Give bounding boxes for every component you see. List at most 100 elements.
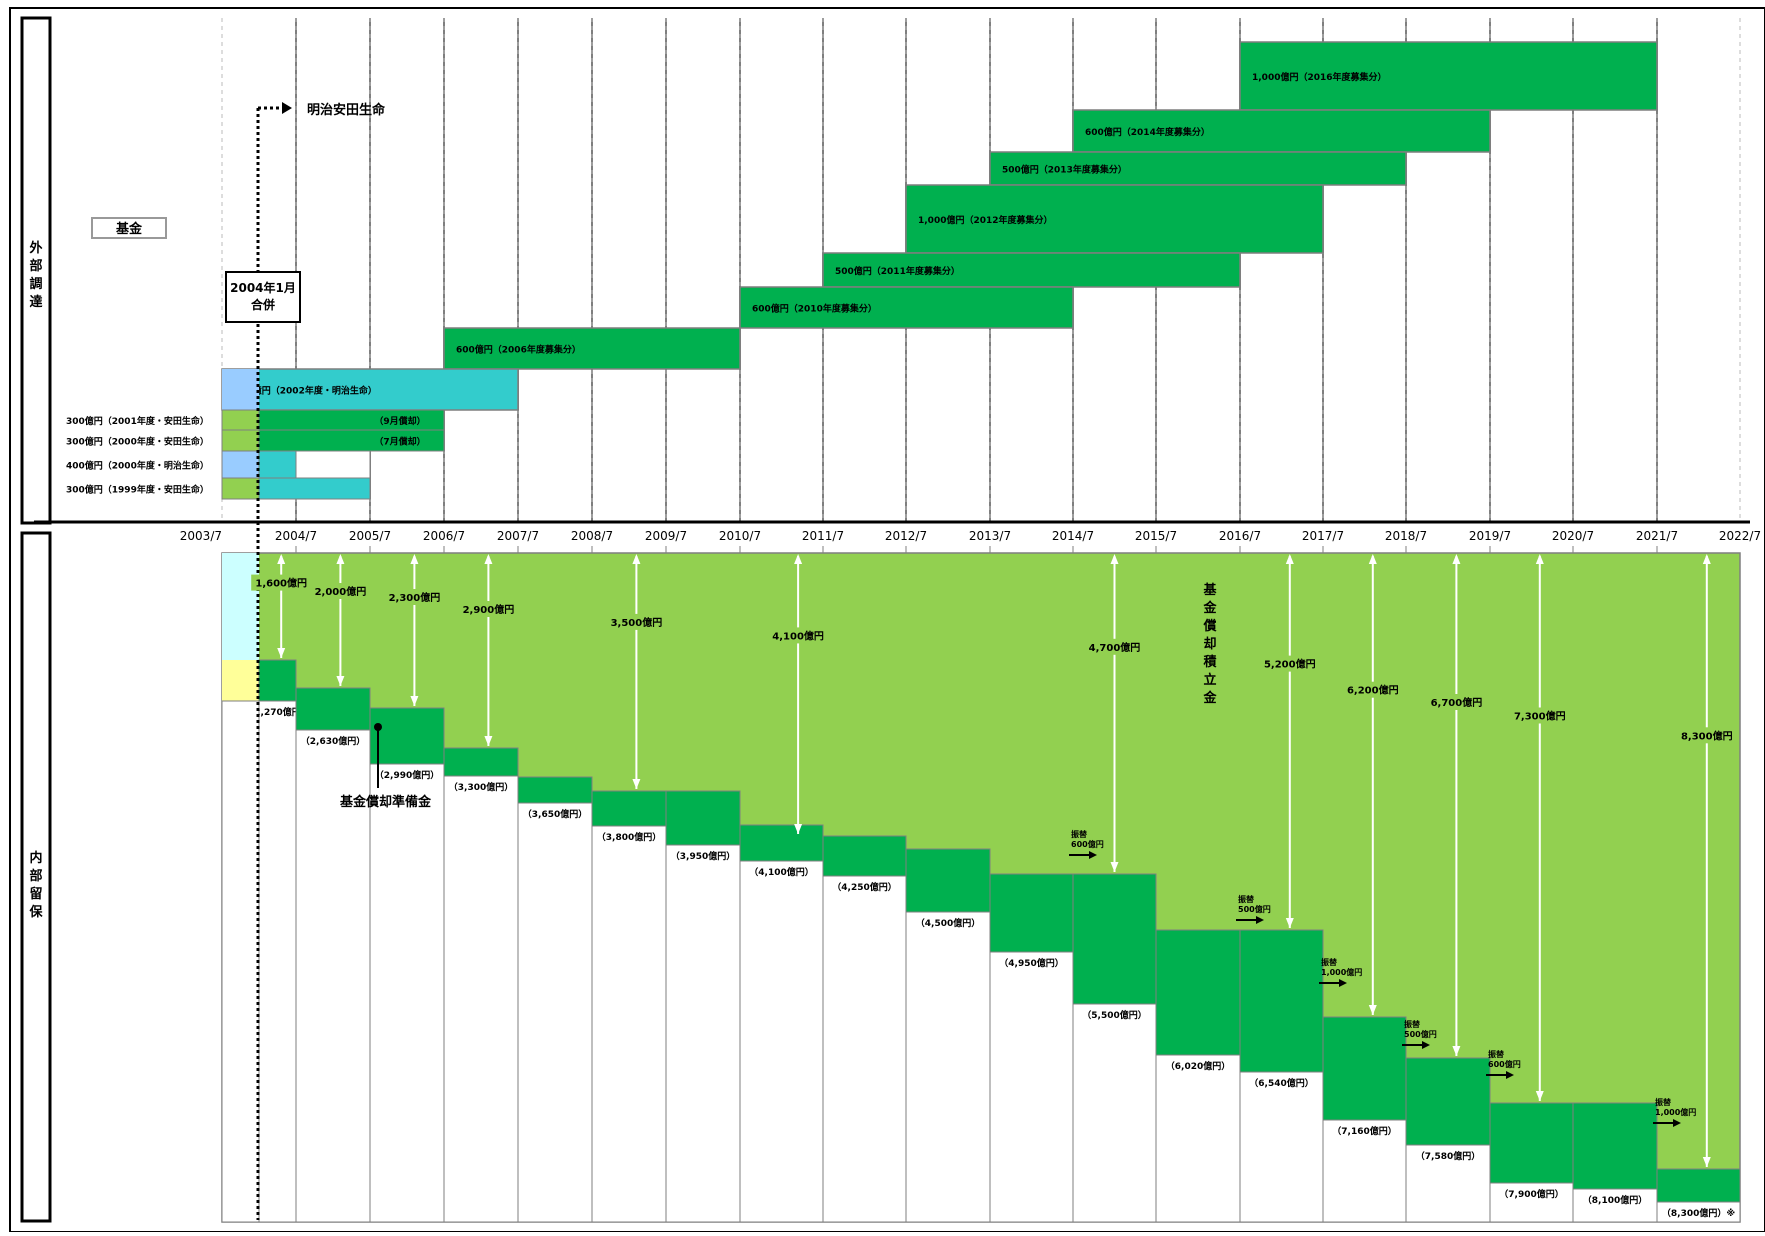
amount-arrow-head-top <box>336 554 345 564</box>
amount-arrow-head-top <box>484 554 493 564</box>
transfer-label: 1,000億円 <box>1321 967 1362 977</box>
x-tick-label: 2014/7 <box>1052 529 1094 543</box>
reserve-fund-step <box>1405 1057 1491 1146</box>
reserve-label-char: 却 <box>1203 636 1216 652</box>
amount-label: 7,300億円 <box>1514 710 1566 723</box>
retained-earnings-step <box>1322 1119 1407 1223</box>
reserve-fund-step <box>989 873 1074 953</box>
retained-earnings-step <box>905 911 991 1223</box>
x-tick-label: 2005/7 <box>349 529 391 543</box>
section-char: 保 <box>28 904 43 920</box>
x-tick-label: 2011/7 <box>802 529 844 543</box>
amount-arrow-head-top <box>1535 554 1544 564</box>
old-fund-label: 300億円（2001年度・安田生命） <box>66 415 209 427</box>
amount-arrow-head-bottom <box>277 648 286 658</box>
amount-label: 5,200億円 <box>1264 658 1316 671</box>
amount-label-bg <box>384 589 445 605</box>
transfer-title: 振替 <box>1488 1049 1504 1059</box>
reserve-step-value: （7,900億円） <box>1499 1188 1563 1200</box>
section-char: 調 <box>29 276 42 292</box>
merger-box-label: 合併 <box>251 297 275 312</box>
amount-label: 3,500億円 <box>611 616 663 629</box>
reserve-fund-step <box>1239 929 1324 1073</box>
section-char: 外 <box>28 240 42 256</box>
reserve-label-char: 償 <box>1202 618 1217 634</box>
fund-bar-label: 600億円（2006年度募集分） <box>456 344 581 356</box>
amount-arrow-head-top <box>1368 554 1377 564</box>
x-tick-label: 2017/7 <box>1302 529 1344 543</box>
fund-bar-label: 600億円（2010年度募集分） <box>752 303 877 315</box>
amount-label: 1,600億円 <box>255 577 307 590</box>
amount-label-bg <box>458 601 519 617</box>
amount-arrow-head-top <box>1110 554 1119 564</box>
reserve-step-value: （4,100億円） <box>749 866 813 878</box>
x-tick-label: 2021/7 <box>1636 529 1678 543</box>
old-fund-label: 400億円（2000年度・明治生命） <box>66 460 209 472</box>
amount-arrow-head-bottom <box>1452 1046 1461 1056</box>
amount-arrow-head-bottom <box>1110 862 1119 872</box>
amount-label: 4,700億円 <box>1089 641 1141 654</box>
initial-yellow-block <box>222 660 259 701</box>
old-fund-prefix <box>221 477 260 500</box>
x-tick-label: 2013/7 <box>969 529 1011 543</box>
x-tick-label: 2020/7 <box>1552 529 1594 543</box>
amount-label-bg <box>1426 694 1487 710</box>
amount-arrow-head-bottom <box>632 779 641 789</box>
reserve-fund-step <box>369 707 445 765</box>
amount-label-bg <box>251 574 312 591</box>
old-fund-gap <box>295 450 371 479</box>
reserve-fund-step <box>258 659 297 702</box>
retained-earnings-step <box>1656 1201 1741 1223</box>
section-char: 部 <box>29 258 42 274</box>
amount-arrow-head-top <box>1285 554 1294 564</box>
fund-bar <box>905 184 1324 254</box>
reserve-step-value: （4,500億円） <box>916 917 980 929</box>
fund-bar <box>443 327 741 370</box>
x-tick-label: 2007/7 <box>497 529 539 543</box>
reserve-step-value: （4,250億円） <box>832 881 896 893</box>
amount-arrow-head-top <box>277 554 286 564</box>
old-fund-prefix <box>221 409 260 431</box>
reserve-step-value: （7,580億円） <box>1416 1150 1480 1162</box>
section-char: 部 <box>29 868 42 884</box>
reserve-step-value: （3,650億円） <box>523 808 587 820</box>
amount-arrow-head-bottom <box>1285 918 1294 928</box>
fund-bar-label: 1,000億円（2012年度募集分） <box>918 214 1053 226</box>
reserve-label-char: 立 <box>1203 672 1216 688</box>
amount-label-bg <box>1509 707 1570 724</box>
old-fund-label: 300億円（2000年度・安田生命） <box>66 436 209 448</box>
amount-arrow-head-bottom <box>484 736 493 746</box>
transfer-title: 振替 <box>1071 829 1087 839</box>
fund-bar <box>989 151 1407 186</box>
amount-label-bg <box>606 613 667 630</box>
x-tick-label: 2006/7 <box>423 529 465 543</box>
amount-arrow-head-bottom <box>1368 1005 1377 1015</box>
reserve-fund-step <box>739 824 824 862</box>
transfer-label: 500億円 <box>1238 904 1271 914</box>
retained-earnings-step <box>517 802 593 1223</box>
external-section-box <box>20 16 52 525</box>
retained-earnings-step <box>1155 1054 1241 1223</box>
x-tick-label: 2009/7 <box>645 529 687 543</box>
reserve-step-value: （2,990億円） <box>375 769 439 781</box>
amount-label: 6,200億円 <box>1347 684 1399 697</box>
retained-earnings-step <box>258 700 297 1223</box>
transfer-label: 1,000億円 <box>1655 1107 1696 1117</box>
retained-earnings-step <box>369 763 445 1223</box>
transfer-arrow-head <box>1339 979 1347 987</box>
legend-label: 基金 <box>115 221 143 237</box>
transfer-title: 振替 <box>1404 1019 1420 1029</box>
reserve-label-char: 基 <box>1202 582 1217 598</box>
transfer-title: 振替 <box>1655 1097 1671 1107</box>
reserve-step-value: （3,800億円） <box>597 831 661 843</box>
amount-label: 2,300億円 <box>389 591 441 604</box>
fund-bar-label: 500億円（2011年度募集分） <box>835 265 960 277</box>
fund-bar <box>221 368 519 411</box>
retained-earnings-step <box>443 775 519 1223</box>
section-char: 内 <box>29 850 42 866</box>
reserve-fund-step <box>1656 1168 1741 1203</box>
section-char: 留 <box>29 886 42 902</box>
amount-arrow-head-bottom <box>410 696 419 706</box>
